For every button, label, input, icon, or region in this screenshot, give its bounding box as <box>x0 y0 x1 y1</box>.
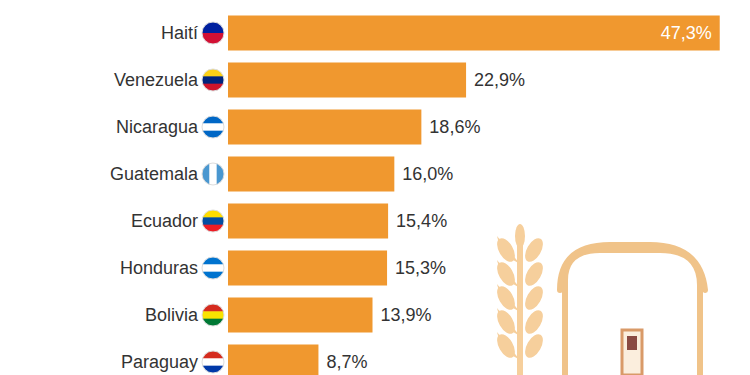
flag-icon <box>202 116 224 139</box>
data-label: 13,9% <box>381 305 432 325</box>
flag-stripe <box>202 257 224 265</box>
flag-icon <box>202 351 224 374</box>
flag-border <box>202 163 224 185</box>
bar <box>228 157 394 192</box>
data-label: 15,3% <box>395 258 446 278</box>
bar <box>228 345 318 375</box>
flag-stripe <box>202 304 224 312</box>
bread-outline <box>565 250 700 375</box>
flag-icon <box>202 69 224 92</box>
bars <box>228 16 720 375</box>
flag-icon <box>202 22 224 45</box>
flag-stripe <box>202 33 224 45</box>
flag-border <box>202 351 224 373</box>
category-label: Ecuador <box>131 211 198 231</box>
chart-svg: Haití 47,3% Venezuela 22,9% Nicaragua 18,6% Gu… <box>0 0 750 375</box>
wheat-grain <box>515 224 525 248</box>
wheat-grain <box>521 307 546 337</box>
bread-door <box>622 330 642 375</box>
bar <box>228 110 421 145</box>
flag-icon <box>202 210 224 233</box>
flag-border <box>202 69 224 91</box>
bar <box>228 63 466 98</box>
data-label: 8,7% <box>326 352 367 372</box>
data-label: 18,6% <box>429 117 480 137</box>
category-label: Paraguay <box>121 352 198 372</box>
bar <box>228 251 387 286</box>
chart-container: Haití 47,3% Venezuela 22,9% Nicaragua 18,6% Gu… <box>0 0 750 375</box>
flag-icon <box>202 163 225 185</box>
flag-stripe <box>202 69 224 77</box>
data-label: 22,9% <box>474 70 525 90</box>
flag-icon <box>202 304 224 327</box>
bread-crust <box>560 245 705 290</box>
flag-border <box>202 304 224 326</box>
category-label: Nicaragua <box>116 117 199 137</box>
flag-border <box>202 257 224 279</box>
bar <box>228 16 720 51</box>
flag-stripe <box>202 22 224 34</box>
wheat-grain <box>521 331 546 361</box>
category-label: Bolivia <box>145 305 199 325</box>
wheat-stem <box>517 240 523 375</box>
data-label: 16,0% <box>402 164 453 184</box>
labels: Haití 47,3% Venezuela 22,9% Nicaragua 18,6% Gu… <box>110 22 712 374</box>
flag-stripe <box>202 210 224 218</box>
flag-border <box>202 116 224 138</box>
flag-stripe <box>202 311 224 319</box>
category-label: Honduras <box>120 258 198 278</box>
flag-stripe <box>202 123 224 131</box>
flag-icon <box>202 257 224 280</box>
category-label: Guatemala <box>110 164 199 184</box>
decoration <box>493 224 705 375</box>
wheat-grain <box>521 259 546 289</box>
bar <box>228 204 388 239</box>
flag-stripe <box>202 217 224 225</box>
bread-window <box>627 336 637 350</box>
data-label: 15,4% <box>396 211 447 231</box>
flag-stripe <box>202 358 224 366</box>
flag-border <box>202 210 224 232</box>
flag-stripe <box>202 264 224 272</box>
flag-stripe <box>209 163 217 185</box>
flag-stripe <box>202 76 224 84</box>
category-label: Venezuela <box>114 70 199 90</box>
wheat-grain <box>493 331 518 361</box>
flag-stripe <box>202 116 224 124</box>
flag-stripe <box>202 163 210 185</box>
wheat-grain <box>521 235 546 265</box>
wheat-grain <box>521 283 546 313</box>
bar <box>228 298 373 333</box>
flag-border <box>202 22 224 44</box>
flag-stripe <box>202 351 224 359</box>
data-label: 47,3% <box>661 23 712 43</box>
category-label: Haití <box>161 23 198 43</box>
